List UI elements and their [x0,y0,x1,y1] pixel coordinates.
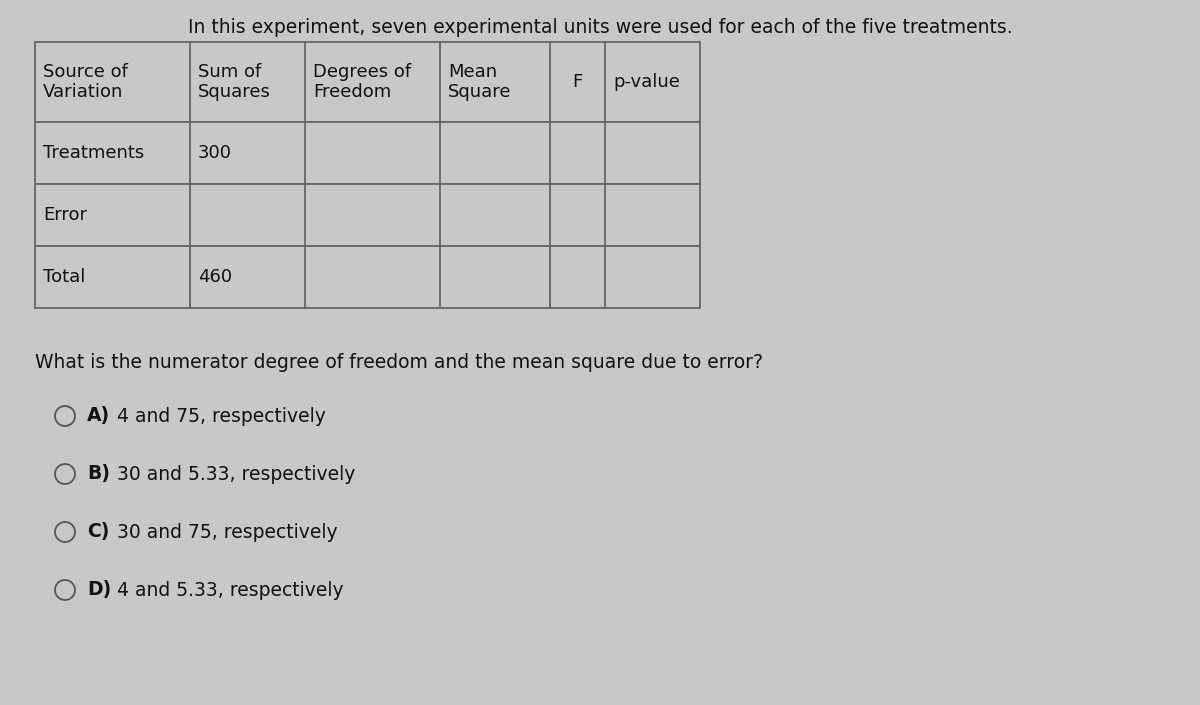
Text: Mean
Square: Mean Square [448,63,511,102]
Text: 300: 300 [198,144,232,162]
Text: Treatments: Treatments [43,144,144,162]
Bar [35,42,700,122]
Text: Error: Error [43,206,88,224]
Bar [35,246,700,308]
Text: p-value: p-value [613,73,680,91]
Text: 4 and 5.33, respectively: 4 and 5.33, respectively [118,580,343,599]
Text: B): B) [88,465,110,484]
Text: 30 and 5.33, respectively: 30 and 5.33, respectively [118,465,355,484]
Text: Source of
Variation: Source of Variation [43,63,128,102]
Text: F: F [572,73,583,91]
Text: 460: 460 [198,268,232,286]
Text: Sum of
Squares: Sum of Squares [198,63,271,102]
Text: C): C) [88,522,109,541]
Text: 4 and 75, respectively: 4 and 75, respectively [118,407,326,426]
Text: What is the numerator degree of freedom and the mean square due to error?: What is the numerator degree of freedom … [35,353,763,372]
Text: Degrees of
Freedom: Degrees of Freedom [313,63,412,102]
Text: 30 and 75, respectively: 30 and 75, respectively [118,522,337,541]
Bar [35,122,700,184]
Text: D): D) [88,580,112,599]
Text: In this experiment, seven experimental units were used for each of the five trea: In this experiment, seven experimental u… [187,18,1013,37]
Text: A): A) [88,407,110,426]
Bar [35,184,700,246]
Text: Total: Total [43,268,85,286]
